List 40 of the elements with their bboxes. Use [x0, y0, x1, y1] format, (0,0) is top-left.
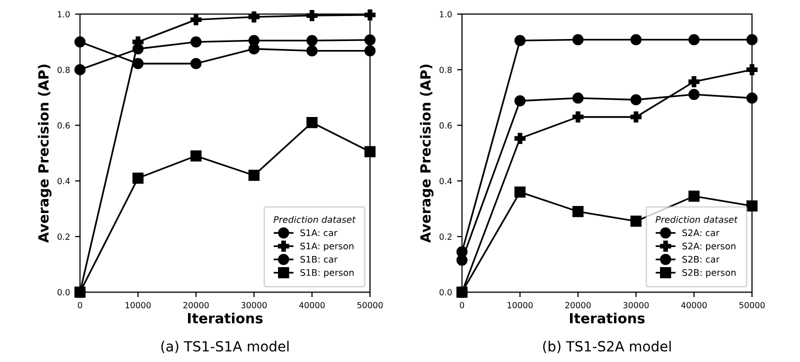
x-tick-label: 30000: [241, 302, 267, 308]
y-tick-label: 0.6: [440, 122, 452, 129]
y-tick-label: 0.8: [440, 66, 452, 74]
y-tick-label: 0.6: [58, 122, 70, 129]
legend-title: Prediction dataset: [274, 216, 356, 223]
x-tick-label: 0: [78, 302, 82, 308]
y-tick-label: 0.2: [58, 234, 70, 240]
legend-label: S1A: person: [300, 242, 354, 252]
x-tick-label: 40000: [299, 302, 325, 308]
x-tick-label: 40000: [681, 302, 707, 308]
x-tick-label: 30000: [623, 302, 649, 308]
y-tick-label: 0.4: [58, 178, 70, 184]
y-tick-label: 1.0: [58, 11, 70, 18]
x-tick-label: 20000: [565, 302, 591, 308]
x-tick-label: 50000: [739, 302, 765, 308]
x-tick-label: 20000: [183, 302, 209, 308]
legend-title: Prediction dataset: [656, 216, 738, 223]
x-tick-label: 0: [460, 302, 464, 308]
legend-label: S1B: person: [300, 269, 354, 278]
legend-label: S2A: person: [682, 242, 736, 252]
y-tick-label: 0.0: [440, 289, 452, 296]
x-tick-label: 50000: [357, 302, 383, 308]
y-tick-label: 1.0: [440, 11, 452, 18]
legend-label: S2B: person: [682, 269, 736, 278]
y-tick-label: 0.4: [440, 178, 452, 184]
legend-label: S1A: car: [300, 229, 338, 236]
text: (b) TS1-S2A model: [543, 340, 671, 354]
legend-label: S2B: car: [682, 256, 720, 263]
legend-label: S1B: car: [300, 256, 338, 263]
text: (a) TS1-S1A model: [161, 340, 289, 354]
x-tick-label: 10000: [508, 302, 533, 308]
x-tick-label: 10000: [126, 302, 151, 308]
x-axis-title: Iterations: [188, 312, 263, 324]
x-axis-title: Iterations: [570, 312, 645, 324]
y-axis-title: Average Precision (AP): [420, 64, 434, 243]
y-tick-label: 0.2: [440, 234, 452, 240]
legend-label: S2A: car: [682, 229, 720, 236]
y-axis-title: Average Precision (AP): [38, 64, 52, 243]
y-tick-label: 0.0: [58, 289, 70, 296]
y-tick-label: 0.8: [58, 66, 70, 74]
